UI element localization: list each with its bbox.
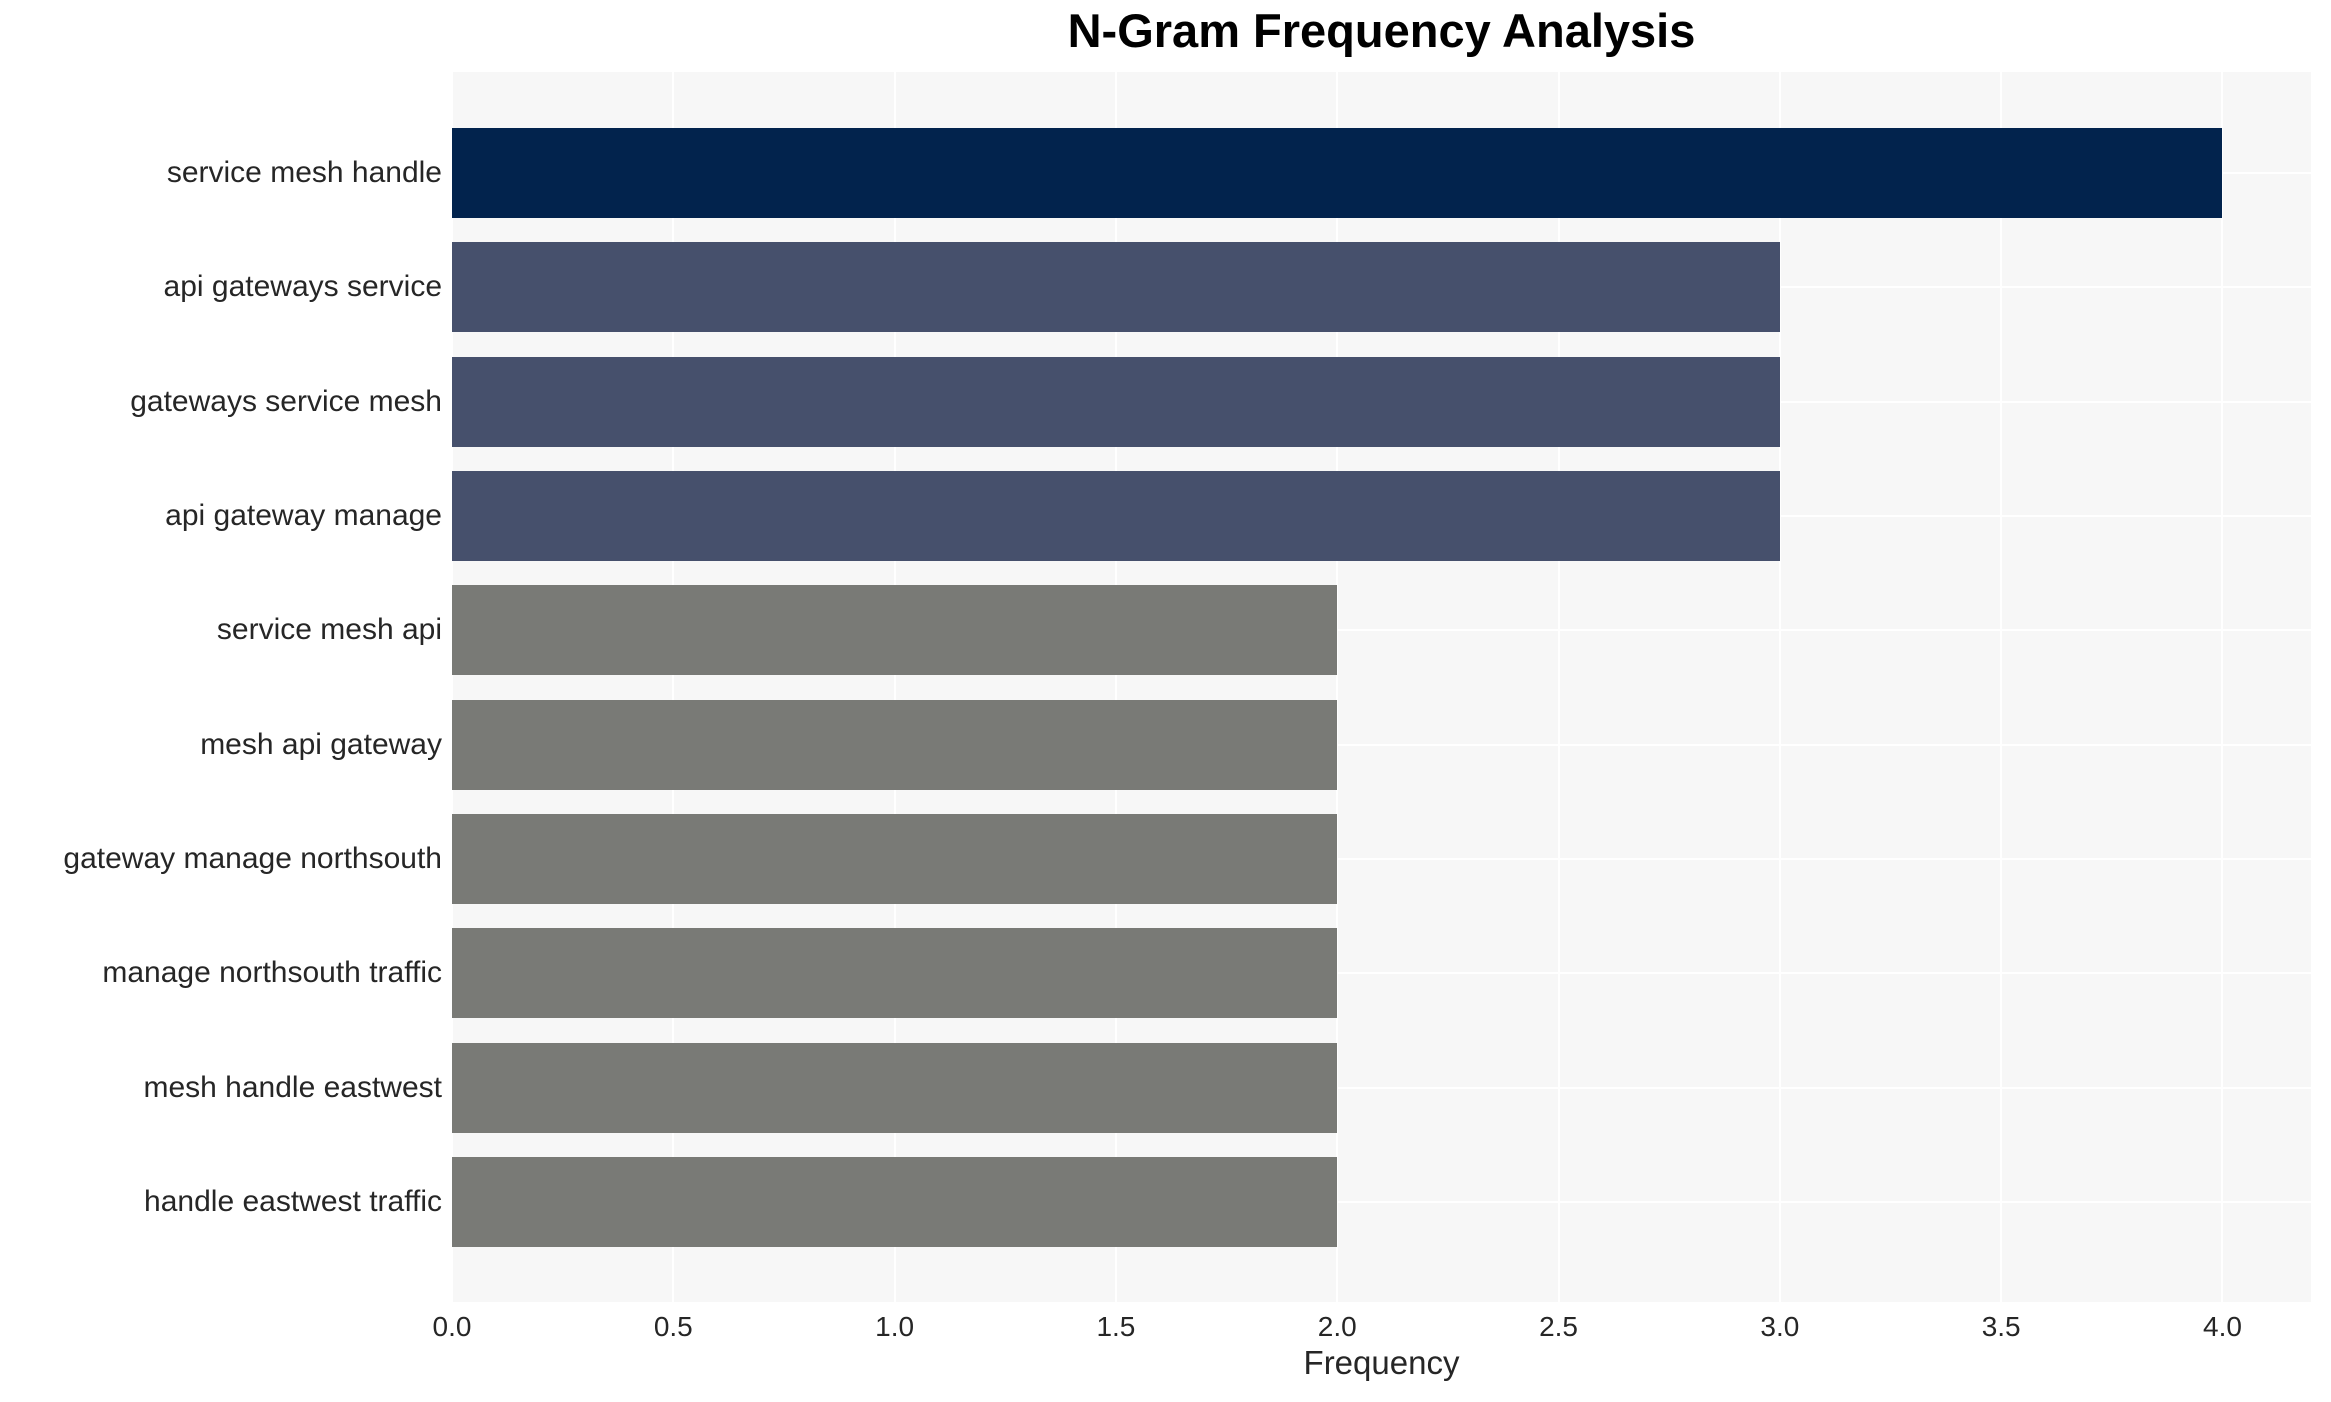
bar-gateways-service-mesh [452, 356, 1780, 447]
y-category-label: service mesh api [216, 613, 442, 647]
gridline-horizontal [452, 972, 2311, 975]
x-tick-label: 4.0 [2203, 1311, 2242, 1342]
gridline-vertical [2000, 72, 2003, 1302]
gridline-horizontal [452, 743, 2311, 746]
bar-service-mesh-api [452, 585, 1338, 676]
y-category-label: service mesh handle [166, 156, 442, 189]
y-category-label: manage northsouth traffic [102, 956, 442, 990]
y-category-label: handle eastwest traffic [144, 1184, 442, 1218]
gridline-vertical [1114, 72, 1117, 1302]
gridline-vertical [2221, 72, 2224, 1302]
bar-api-gateways-service [452, 242, 1780, 333]
bar-mesh-api-gateway [452, 699, 1338, 790]
chart-title: N-Gram Frequency Analysis [1067, 4, 1696, 57]
gridline-vertical [893, 72, 896, 1302]
gridline-horizontal [452, 1086, 2311, 1089]
x-tick-label: 3.0 [1760, 1311, 1800, 1342]
y-category-label: gateways service mesh [130, 384, 442, 418]
bar-handle-eastwest-traffic [452, 1156, 1338, 1247]
gridline-vertical [1336, 72, 1339, 1302]
x-tick-label: 0.0 [432, 1311, 472, 1342]
x-tick-label: 1.5 [1096, 1311, 1136, 1342]
gridline-horizontal [452, 857, 2311, 860]
x-axis-label: Frequency [1303, 1344, 1460, 1381]
gridline-horizontal [452, 629, 2311, 632]
gridline-horizontal [452, 1200, 2311, 1203]
gridline-vertical [1557, 72, 1560, 1302]
bar-api-gateway-manage [452, 470, 1780, 561]
gridline-vertical [672, 72, 675, 1302]
bar-gateway-manage-northsouth [452, 813, 1338, 904]
y-category-label: gateway manage northsouth [63, 841, 442, 875]
y-category-label: mesh handle eastwest [143, 1070, 442, 1104]
gridline-vertical [1778, 72, 1781, 1302]
y-category-label: api gateway manage [165, 498, 442, 532]
y-category-label: api gateways service [163, 270, 442, 304]
bar-service-mesh-handle [452, 128, 2223, 218]
x-tick-label: 0.5 [653, 1311, 693, 1342]
x-tick-label: 1.0 [875, 1311, 915, 1342]
x-tick-label: 2.5 [1539, 1311, 1579, 1342]
y-category-label: mesh api gateway [200, 727, 442, 761]
x-tick-label: 3.5 [1981, 1311, 2021, 1342]
x-tick-label: 2.0 [1317, 1311, 1357, 1342]
bar-manage-northsouth-traffic [452, 928, 1338, 1019]
plot-area [451, 72, 2311, 1302]
bar-mesh-handle-eastwest [452, 1042, 1338, 1133]
gridline-vertical [451, 72, 453, 1302]
